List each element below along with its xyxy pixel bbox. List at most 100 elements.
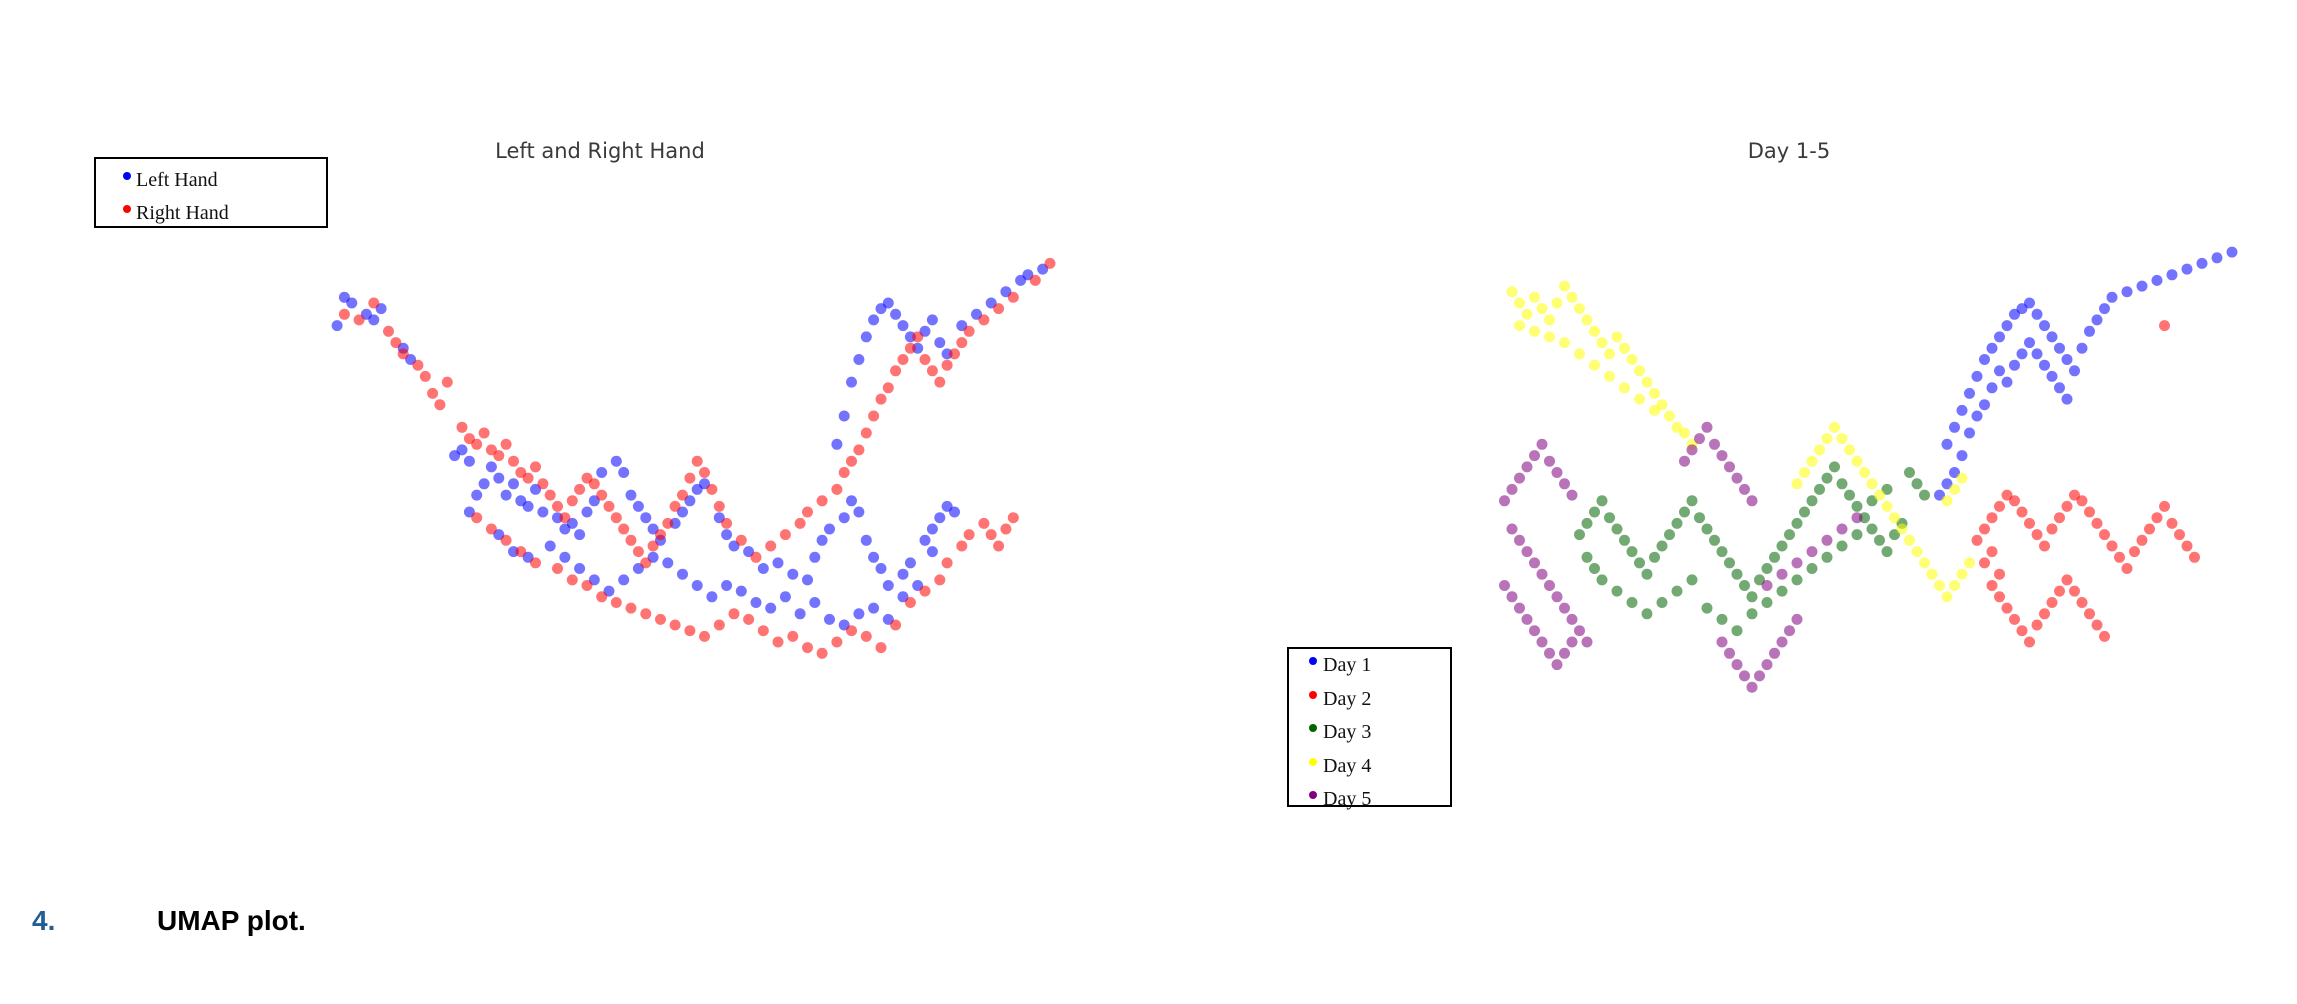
point-day-4-36 [1791, 478, 1803, 490]
point-day-3-28 [1776, 540, 1788, 552]
point-day-3-52 [1671, 585, 1683, 597]
point-left-hand-71 [882, 297, 894, 309]
point-right-hand-76 [993, 303, 1005, 315]
point-day-2-31 [1986, 580, 1998, 591]
point-day-3-53 [1686, 574, 1698, 586]
point-left-hand-10 [456, 444, 468, 456]
point-day-5-6 [1536, 438, 1548, 450]
point-day-1-30 [2211, 252, 2223, 264]
point-day-2-29 [2181, 540, 2193, 552]
point-day-5-57 [1821, 534, 1833, 546]
point-right-hand-118 [1000, 523, 1012, 535]
point-day-3-15 [1679, 506, 1690, 518]
point-day-4-30 [1574, 348, 1585, 360]
point-day-4-29 [1559, 337, 1570, 349]
point-left-hand-45 [787, 568, 799, 580]
point-right-hand-31 [596, 489, 608, 501]
point-day-3-23 [1739, 580, 1750, 591]
point-day-1-20 [2084, 325, 2095, 337]
point-day-3-40 [1866, 523, 1878, 535]
point-day-3-17 [1694, 512, 1705, 524]
point-day-3-16 [1686, 495, 1698, 507]
point-right-hand-21 [522, 472, 534, 484]
point-day-4-5 [1536, 303, 1548, 315]
point-right-hand-98 [743, 613, 755, 625]
point-day-1-18 [2069, 365, 2080, 377]
legend-label-right-hand: Right Hand [136, 202, 229, 224]
point-day-3-6 [1611, 523, 1623, 535]
point-right-hand-60 [860, 427, 872, 439]
point-day-1-7 [1986, 342, 1998, 354]
point-day-5-48 [1761, 659, 1773, 671]
point-day-3-29 [1784, 529, 1795, 541]
point-right-hand-80 [471, 512, 483, 524]
point-right-hand-49 [735, 534, 747, 546]
point-day-5-11 [1506, 523, 1518, 535]
point-day-2-1 [1971, 534, 1983, 546]
point-day-3-36 [1836, 478, 1848, 490]
point-left-hand-11 [463, 455, 475, 467]
point-right-hand-86 [566, 574, 578, 586]
point-day-1-21 [2091, 314, 2103, 326]
point-day-2-4 [1994, 500, 2005, 512]
point-day-2-24 [2144, 523, 2155, 535]
point-day-1-49 [1934, 489, 1945, 501]
point-day-3-38 [1851, 500, 1863, 512]
point-day-1-4 [1964, 387, 1975, 399]
point-left-hand-104 [706, 591, 718, 603]
point-left-hand-17 [522, 500, 534, 512]
point-day-3-56 [1731, 625, 1743, 637]
point-day-3-35 [1829, 461, 1840, 473]
point-day-5-56 [1806, 546, 1818, 558]
point-right-hand-90 [625, 602, 637, 614]
point-right-hand-112 [941, 557, 953, 569]
point-day-3-2 [1581, 517, 1593, 529]
point-day-2-3 [1986, 512, 1998, 524]
point-right-hand-19 [508, 455, 519, 467]
point-right-hand-14 [471, 438, 483, 450]
point-right-hand-27 [566, 495, 578, 507]
point-day-1-22 [2099, 303, 2110, 315]
point-day-1-29 [2196, 257, 2208, 269]
point-left-hand-63 [949, 506, 960, 518]
point-day-2-26 [2159, 500, 2170, 512]
point-left-hand-23 [574, 529, 586, 541]
point-day-2-25 [2151, 512, 2163, 524]
point-day-2-34 [2009, 613, 2020, 625]
point-day-3-4 [1596, 495, 1608, 507]
day-1-5-scatter: Day 1-5 Day 1 Day 2 Day 3 Day 4 Day 5 [1287, 139, 2238, 810]
point-left-hand-102 [677, 568, 688, 580]
point-day-4-4 [1529, 291, 1540, 303]
point-day-3-13 [1664, 529, 1675, 541]
legend-marker-right-hand [123, 205, 131, 213]
point-right-hand-16 [485, 444, 497, 456]
point-right-hand-51 [765, 540, 777, 552]
point-right-hand-87 [581, 580, 593, 591]
point-day-3-50 [1641, 608, 1653, 620]
point-day-3-55 [1716, 613, 1728, 625]
point-right-hand-110 [919, 585, 931, 597]
point-left-hand-78 [934, 337, 946, 349]
point-right-hand-1 [338, 308, 350, 320]
point-right-hand-81 [485, 523, 497, 535]
point-day-1-26 [2151, 274, 2163, 286]
point-day-5-40 [1739, 483, 1750, 495]
point-day-3-65 [1866, 495, 1878, 507]
point-right-hand-109 [904, 597, 916, 608]
point-day-3-26 [1761, 563, 1773, 574]
point-left-hand-56 [882, 580, 894, 591]
point-day-4-13 [1596, 337, 1608, 349]
point-day-3-57 [1746, 608, 1758, 620]
point-left-hand-108 [765, 602, 777, 614]
legend-box [1287, 647, 1452, 807]
point-day-1-36 [1994, 365, 2005, 377]
point-right-hand-119 [1007, 512, 1019, 524]
point-right-hand-102 [802, 642, 813, 654]
point-right-hand-96 [713, 619, 725, 631]
point-day-3-22 [1731, 568, 1743, 580]
point-left-hand-58 [904, 557, 916, 569]
point-right-hand-74 [963, 325, 975, 337]
point-right-hand-22 [530, 461, 541, 473]
point-day-3-14 [1671, 517, 1683, 529]
legend-label-day-1: Day 1 [1323, 654, 1371, 676]
